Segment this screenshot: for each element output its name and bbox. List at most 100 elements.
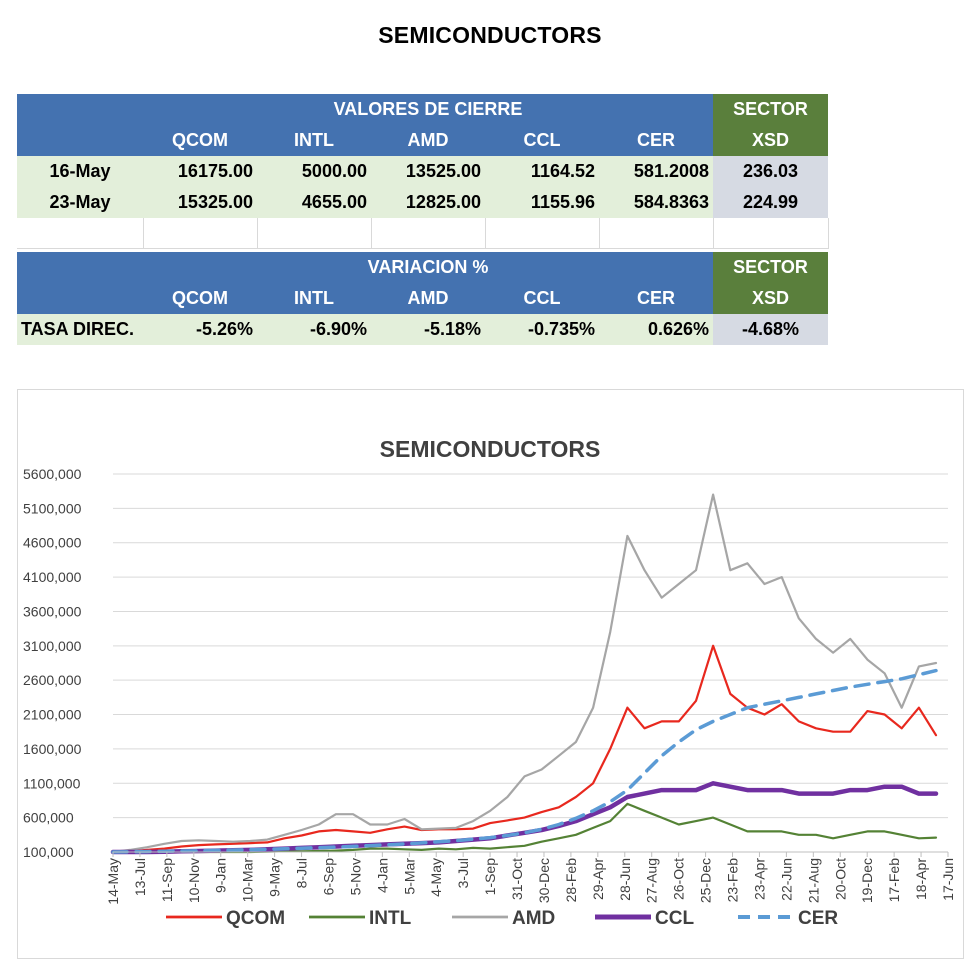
x-tick-label: 9-Jan	[213, 858, 229, 893]
table-cell: 1164.52	[485, 156, 599, 187]
column-header: AMD	[371, 283, 485, 314]
x-tick-label: 17-Feb	[886, 858, 902, 903]
table-cell: -6.90%	[257, 314, 371, 345]
variation-sector-header: SECTOR	[713, 252, 828, 283]
variation-group-header: VARIACION %	[143, 252, 713, 283]
series-line-qcom	[111, 644, 938, 854]
chart-svg: SEMICONDUCTORS 100,000 600,000 1100,000 160…	[23, 436, 956, 929]
sector-cell: -4.68%	[713, 314, 828, 345]
y-tick-label: 2600,000	[23, 672, 82, 688]
x-tick-label: 29-Apr	[590, 858, 606, 900]
x-tick-label: 31-Oct	[509, 858, 525, 900]
column-header: QCOM	[143, 125, 257, 156]
closing-values-table: VALORES DE CIERRE SECTOR QCOM INTL AMD C…	[17, 94, 829, 249]
column-header: CCL	[485, 283, 599, 314]
y-tick-label: 3100,000	[23, 638, 82, 654]
x-tick-label: 18-Apr	[913, 858, 929, 900]
x-tick-label: 19-Dec	[859, 858, 875, 903]
table-cell: 584.8363	[599, 187, 713, 218]
legend: QCOM INTL AMD CCL CER	[166, 908, 838, 929]
x-tick-label: 6-Sep	[320, 858, 336, 896]
column-header: INTL	[257, 125, 371, 156]
variation-table: VARIACION % SECTOR QCOM INTL AMD CCL CER…	[17, 252, 828, 345]
x-tick-label: 13-Jul	[132, 858, 148, 896]
y-tick-label: 4100,000	[23, 569, 82, 585]
table-cell: 16175.00	[143, 156, 257, 187]
series-line-amd	[111, 493, 938, 854]
table-cell: 0.626%	[599, 314, 713, 345]
table-row: 23-May 15325.00 4655.00 12825.00 1155.96…	[17, 187, 828, 218]
x-tick-label: 23-Feb	[725, 858, 741, 903]
sector-cell: 224.99	[713, 187, 828, 218]
x-tick-label: 28-Jun	[617, 858, 633, 901]
column-header: CCL	[485, 125, 599, 156]
x-tick-label: 10-Nov	[186, 858, 202, 903]
table-cell: 4655.00	[257, 187, 371, 218]
x-tick-label: 10-Mar	[240, 858, 256, 903]
x-tick-label: 4-May	[428, 858, 444, 897]
table-cell: 12825.00	[371, 187, 485, 218]
table-cell: 5000.00	[257, 156, 371, 187]
chart-title: SEMICONDUCTORS	[380, 436, 601, 462]
x-tick-label: 26-Oct	[671, 858, 687, 900]
row-label: TASA DIREC.	[17, 314, 143, 345]
legend-label: INTL	[369, 908, 412, 929]
y-tick-label: 1600,000	[23, 741, 82, 757]
y-tick-label: 3600,000	[23, 603, 82, 619]
legend-label: CCL	[655, 908, 694, 929]
table-cell: 1155.96	[485, 187, 599, 218]
x-tick-label: 5-Nov	[347, 858, 363, 895]
sector-cell: 236.03	[713, 156, 828, 187]
y-tick-label: 100,000	[23, 844, 74, 860]
x-tick-label: 23-Apr	[751, 858, 767, 900]
table-row: TASA DIREC. -5.26% -6.90% -5.18% -0.735%…	[17, 314, 828, 345]
column-header: CER	[599, 125, 713, 156]
series-line-cer	[111, 668, 938, 854]
x-tick-label: 9-May	[267, 858, 283, 897]
series-lines	[110, 493, 939, 855]
x-tick-label: 4-Jan	[374, 858, 390, 893]
y-tick-label: 4600,000	[23, 535, 82, 551]
x-tick-label: 27-Aug	[644, 858, 660, 903]
x-tick-label: 20-Oct	[832, 858, 848, 900]
y-tick-label: 600,000	[23, 810, 74, 826]
x-tick-label: 5-Mar	[401, 858, 417, 895]
x-tick-label: 3-Jul	[455, 858, 471, 888]
y-tick-label: 1100,000	[23, 775, 81, 791]
table-row: 16-May 16175.00 5000.00 13525.00 1164.52…	[17, 156, 828, 187]
sector-column-header: XSD	[713, 125, 828, 156]
x-tick-label: 1-Sep	[482, 858, 498, 896]
row-label: 16-May	[17, 156, 143, 187]
line-chart: SEMICONDUCTORS 100,000 600,000 1100,000 160…	[17, 389, 964, 959]
table-cell: 581.2008	[599, 156, 713, 187]
y-tick-label: 5600,000	[23, 466, 82, 482]
column-header: CER	[599, 283, 713, 314]
x-tick-label: 28-Feb	[563, 858, 579, 903]
spacer-row	[17, 218, 829, 249]
column-header: AMD	[371, 125, 485, 156]
column-header: QCOM	[143, 283, 257, 314]
y-axis: 100,000 600,000 1100,000 1600,000 2100,000 26…	[23, 466, 82, 860]
y-tick-label: 2100,000	[23, 707, 82, 723]
x-tick-label: 25-Dec	[698, 858, 714, 903]
x-tick-label: 22-Jun	[778, 858, 794, 901]
x-tick-label: 21-Aug	[805, 858, 821, 903]
table-cell: 13525.00	[371, 156, 485, 187]
legend-label: QCOM	[226, 908, 285, 929]
closing-group-header: VALORES DE CIERRE	[143, 94, 713, 125]
legend-label: CER	[798, 908, 838, 929]
x-tick-label: 17-Jun	[940, 858, 956, 901]
legend-label: AMD	[512, 908, 555, 929]
x-tick-label: 30-Dec	[536, 858, 552, 903]
table-cell: -5.18%	[371, 314, 485, 345]
series-line-intl	[111, 802, 938, 854]
x-tick-label: 8-Jul	[294, 858, 310, 888]
x-tick-label: 14-May	[105, 858, 121, 905]
x-tick-label: 11-Sep	[159, 858, 175, 902]
table-cell: -5.26%	[143, 314, 257, 345]
column-header: INTL	[257, 283, 371, 314]
y-tick-label: 5100,000	[23, 500, 82, 516]
x-axis: 14-May 13-Jul 11-Sep 10-Nov 9-Jan 10-Mar 9-May…	[105, 851, 956, 905]
sector-column-header: XSD	[713, 283, 828, 314]
page-title: SEMICONDUCTORS	[378, 22, 602, 48]
